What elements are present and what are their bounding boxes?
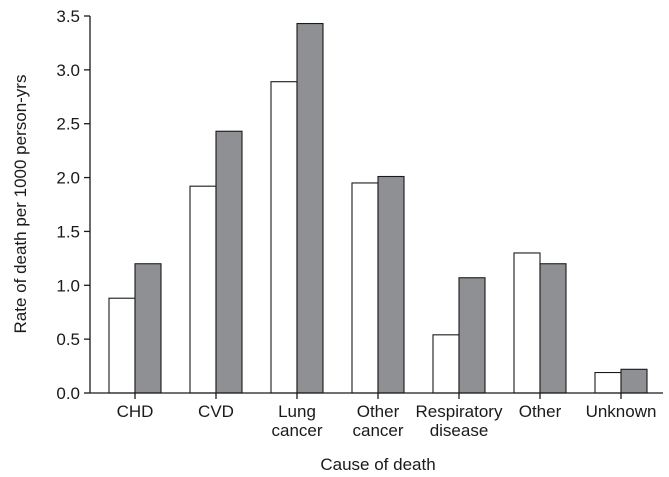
x-tick-label: cancer	[271, 421, 322, 440]
y-tick-label: 3.0	[56, 61, 80, 80]
bar-series-2-category-4	[377, 175, 405, 394]
y-tick-label: 2.5	[56, 115, 80, 134]
x-tick-label: Unknown	[586, 402, 657, 421]
bar-series-1-category-4	[351, 182, 379, 394]
bar-series-2-category-3	[296, 22, 324, 394]
bar-series-2-category-7	[620, 368, 648, 394]
bar-series-2-category-5	[458, 277, 486, 394]
bar-series-1-category-1	[108, 297, 136, 394]
y-tick-label: 0.0	[56, 384, 80, 403]
x-tick-label: Other	[519, 402, 562, 421]
x-tick-label: CHD	[117, 402, 154, 421]
y-axis-ticks: 0.0 0.5 1.0 1.5 2.0 2.5 3.0 3.5	[56, 7, 90, 403]
bar-series-2-category-2	[215, 130, 243, 394]
bar-series-1-category-7	[594, 371, 622, 394]
bar-series-2-category-1	[134, 263, 162, 394]
bar-series-1-category-5	[432, 334, 460, 394]
y-tick-label: 1.0	[56, 276, 80, 295]
x-tick-label: CVD	[198, 402, 234, 421]
x-tick-label: Respiratory	[416, 402, 503, 421]
y-tick-label: 2.0	[56, 169, 80, 188]
bar-series-1-category-3	[270, 81, 298, 394]
x-tick-label: disease	[430, 421, 489, 440]
bar-series-2-category-6	[539, 263, 567, 394]
bar-series-1-category-6	[513, 252, 541, 394]
x-axis-ticks: CHD CVD LungcancerOthercancerRespiratorydi…	[117, 393, 657, 440]
y-axis-title: Rate of death per 1000 person-yrs	[11, 75, 30, 334]
x-tick-label: Other	[357, 402, 400, 421]
y-tick-label: 1.5	[56, 222, 80, 241]
x-axis-title: Cause of death	[320, 455, 435, 474]
bar-series-1-category-2	[189, 185, 217, 394]
x-tick-label: cancer	[352, 421, 403, 440]
y-tick-label: 3.5	[56, 7, 80, 26]
y-tick-label: 0.5	[56, 330, 80, 349]
x-tick-label: Lung	[278, 402, 316, 421]
plot-area	[108, 22, 648, 394]
